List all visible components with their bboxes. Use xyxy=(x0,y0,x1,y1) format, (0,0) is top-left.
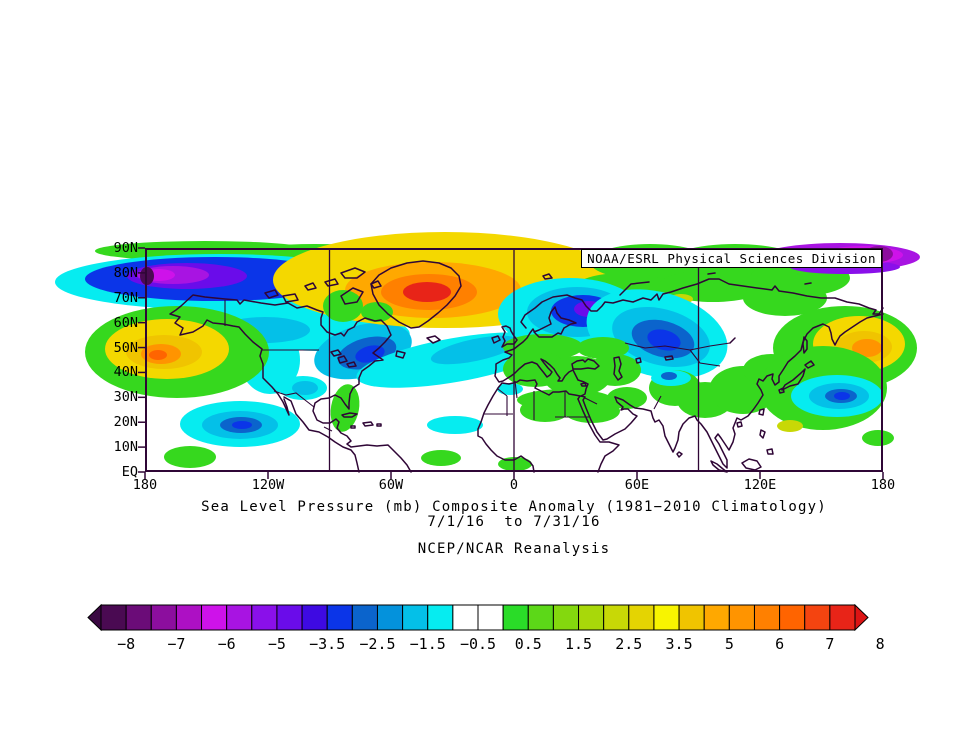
axis-ticks xyxy=(138,247,884,479)
y-axis-label: 80N xyxy=(113,264,138,281)
coastline-greenland xyxy=(370,260,462,329)
plot-date-range: 7/1/16 to 7/31/16 xyxy=(427,514,601,530)
colorbar-segment xyxy=(376,604,404,631)
anomaly-field xyxy=(55,232,920,472)
y-axis-label: EQ xyxy=(121,464,138,480)
colorbar-segment xyxy=(829,604,856,631)
colorbar-segment xyxy=(728,604,755,631)
y-axis-label: 20N xyxy=(113,414,138,431)
x-axis-label: 180 xyxy=(870,477,896,493)
inland-seas xyxy=(571,337,736,381)
colorbar-segment xyxy=(628,604,655,631)
colorbar-segment xyxy=(125,604,152,631)
colorbar-tick-label: 5 xyxy=(724,635,734,653)
coastline-arabia-gulf xyxy=(577,395,638,473)
colorbar-tick-label: 7 xyxy=(825,635,835,653)
y-axis-label: 60N xyxy=(113,314,138,331)
colorbar-segment xyxy=(804,604,831,631)
x-axis-label: 120E xyxy=(743,477,777,493)
colorbar-segment xyxy=(427,604,454,631)
y-axis-label: 10N xyxy=(113,439,138,456)
colorbar-tick-label: 0.5 xyxy=(514,635,542,653)
coastline-uk-ireland xyxy=(491,325,518,348)
colorbar-segment xyxy=(477,604,504,631)
colorbar-tick-label: −7 xyxy=(167,635,186,653)
colorbar-segment xyxy=(452,604,479,631)
colorbar-segment xyxy=(226,604,253,631)
y-axis-label: 40N xyxy=(113,364,138,381)
map-plot-area: NOAA/ESRL Physical Sciences Division xyxy=(55,232,920,479)
colorbar-segment xyxy=(175,604,203,631)
colorbar-segment xyxy=(326,604,353,631)
y-axis-label: 50N xyxy=(113,339,138,356)
colorbar-segment xyxy=(527,604,554,631)
noaa-credit-box: NOAA/ESRL Physical Sciences Division xyxy=(581,249,882,268)
coastline-caribbean-lakes xyxy=(330,349,683,458)
colorbar-svg xyxy=(87,603,869,632)
colorbar-segment xyxy=(351,604,378,631)
coastline-europe xyxy=(494,306,589,397)
coastline-north-america xyxy=(169,294,412,473)
colorbar-tick-label: 2.5 xyxy=(615,635,643,653)
coastline-japan-pacific-islands xyxy=(710,336,815,473)
colorbar-tick-label: 8 xyxy=(875,635,885,653)
map-border xyxy=(145,248,883,472)
noaa-credit-text: NOAA/ESRL Physical Sciences Division xyxy=(587,251,876,266)
y-axis-label: 90N xyxy=(113,240,138,256)
colorbar-tick-label: −0.5 xyxy=(459,635,497,653)
colorbar-segment xyxy=(276,604,303,631)
y-axis-label: 30N xyxy=(113,389,138,406)
x-axis-label: 180 xyxy=(132,477,158,493)
colorbar-segment xyxy=(251,604,278,631)
colorbar-tick-label: 1.5 xyxy=(564,635,593,653)
colorbar: −8 −7 −6 −5 −3.5 −2.5 −1.5 −0.5 0.5 1.5 2.5 3.5 5 6 7 8 xyxy=(80,603,885,656)
colorbar-segment xyxy=(402,604,429,631)
colorbar-segment xyxy=(150,604,177,631)
colorbar-segment xyxy=(703,604,730,631)
colorbar-segment xyxy=(678,604,705,631)
colorbar-tick-label: −5 xyxy=(267,635,286,653)
coastline-eurasia-north xyxy=(520,278,884,329)
colorbar-labels: −8 −7 −6 −5 −3.5 −2.5 −1.5 −0.5 0.5 1.5 2.5 3.5 5 6 7 8 xyxy=(80,635,885,655)
x-axis-label: 120W xyxy=(251,477,285,493)
colorbar-segment xyxy=(578,604,605,631)
plot-title: Sea Level Pressure (mb) Composite Anomal… xyxy=(201,499,827,515)
plot-dataset-label: NCEP/NCAR Reanalysis xyxy=(417,541,611,557)
colorbar-segment xyxy=(552,604,580,631)
colorbar-tick-label: −1.5 xyxy=(409,635,446,653)
colorbar-left-arrow xyxy=(87,603,102,632)
colorbar-tick-label: −3.5 xyxy=(309,635,346,653)
country-borders xyxy=(224,300,731,432)
colorbar-tick-label: −2.5 xyxy=(359,635,396,653)
x-axis-label: 60W xyxy=(378,477,404,493)
x-axis-label: 0 xyxy=(509,477,519,493)
y-axis-label: 70N xyxy=(113,289,138,306)
colorbar-segment xyxy=(753,604,781,631)
colorbar-segment xyxy=(201,604,228,631)
colorbar-segment xyxy=(603,604,630,631)
x-axis-label: 60E xyxy=(624,477,650,493)
colorbar-tick-label: 3.5 xyxy=(665,635,693,653)
coastline-east-asia xyxy=(614,313,884,469)
colorbar-right-arrow xyxy=(854,603,869,632)
colorbar-tick-label: −8 xyxy=(117,635,136,653)
coastline-africa xyxy=(477,379,581,473)
colorbar-segment xyxy=(653,604,680,631)
colorbar-tick-label: −6 xyxy=(217,635,236,653)
map-svg xyxy=(55,232,920,479)
colorbar-segment xyxy=(502,604,529,631)
coastline-islands-arctic xyxy=(264,267,812,359)
colorbar-tick-label: 6 xyxy=(775,635,785,653)
colorbar-segment xyxy=(779,604,806,631)
coastlines xyxy=(169,260,884,473)
colorbar-segment xyxy=(301,604,328,631)
colorbar-segment xyxy=(100,604,127,631)
